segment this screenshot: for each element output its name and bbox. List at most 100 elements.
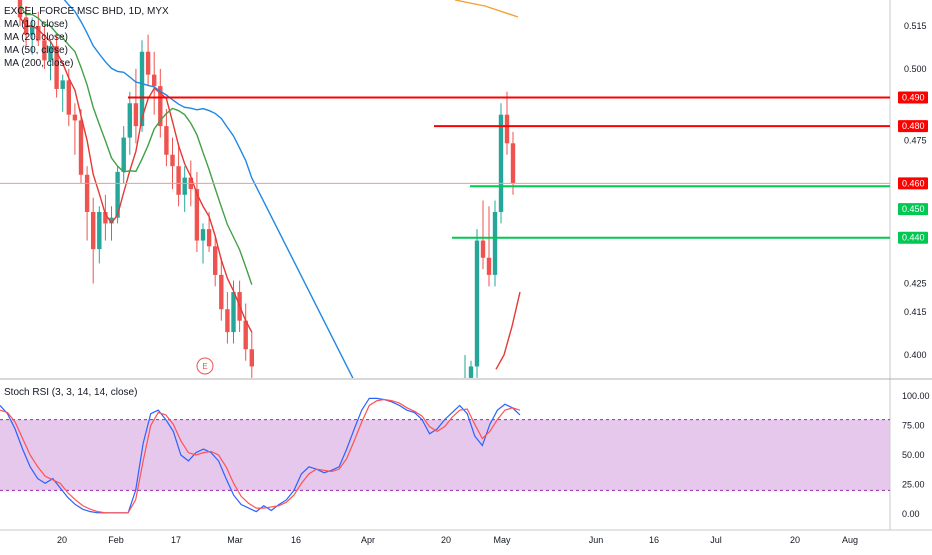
rsi-tick-label: 0.00 bbox=[902, 509, 920, 519]
rsi-tick-label: 100.00 bbox=[902, 391, 930, 401]
price-legend: EXCEL FORCE MSC BHD, 1D, MYX MA (10, clo… bbox=[4, 5, 169, 70]
price-tick-label: 0.475 bbox=[904, 135, 927, 145]
candle-body bbox=[97, 211, 102, 250]
candle-body bbox=[194, 189, 200, 241]
candle-body bbox=[72, 114, 78, 121]
time-tick-label: 20 bbox=[441, 535, 451, 545]
earnings-marker-label: E bbox=[202, 362, 207, 371]
price-tick-label: 0.515 bbox=[904, 21, 927, 31]
candle-body bbox=[152, 74, 157, 87]
rsi-pane bbox=[0, 397, 521, 514]
candle-body bbox=[84, 174, 90, 212]
price-tag bbox=[898, 120, 928, 133]
time-tick-label: Mar bbox=[227, 535, 243, 545]
candle-body bbox=[60, 80, 65, 89]
candle-body bbox=[213, 246, 218, 275]
candle-body bbox=[17, 0, 23, 18]
price-tag-label: 0.440 bbox=[902, 233, 925, 243]
legend-ma200[interactable]: MA (200, close) bbox=[4, 58, 74, 69]
price-tick-label: 0.400 bbox=[904, 350, 927, 360]
candle-body bbox=[498, 114, 504, 212]
candle-body bbox=[78, 120, 84, 175]
candle-body bbox=[170, 154, 175, 167]
candle-body bbox=[121, 137, 126, 172]
candle-body bbox=[200, 229, 206, 241]
candle-body bbox=[115, 171, 120, 218]
candle-body bbox=[492, 211, 498, 275]
time-tick-label: May bbox=[493, 535, 511, 545]
time-tick-label: 16 bbox=[649, 535, 659, 545]
price-tick-label: 0.415 bbox=[904, 307, 927, 317]
time-tick-label: 20 bbox=[57, 535, 67, 545]
time-tick-label: Jul bbox=[710, 535, 722, 545]
candle-body bbox=[36, 26, 41, 41]
earnings-marker-icon bbox=[196, 357, 214, 375]
candle-body bbox=[133, 103, 139, 127]
price-tag bbox=[898, 177, 928, 190]
time-tick-label: Feb bbox=[108, 535, 124, 545]
price-tick-label: 0.425 bbox=[904, 278, 927, 288]
legend-ma50[interactable]: MA (50, close) bbox=[4, 45, 68, 56]
price-tag-label: 0.450 bbox=[902, 204, 925, 214]
candle-body bbox=[486, 257, 492, 275]
candle-body bbox=[468, 366, 474, 378]
candle-body bbox=[462, 377, 468, 378]
candle-body bbox=[158, 86, 163, 127]
rsi-band bbox=[0, 419, 890, 491]
rsi-legend: Stoch RSI (3, 3, 14, 14, close) bbox=[4, 386, 137, 399]
candle-body bbox=[109, 217, 114, 224]
symbol-title: EXCEL FORCE MSC BHD, 1D, MYX bbox=[4, 6, 169, 17]
rsi-series-d bbox=[0, 398, 521, 514]
rsi-tick-label: 50.00 bbox=[902, 450, 925, 460]
time-tick-label: 20 bbox=[790, 535, 800, 545]
price-tag-label: 0.480 bbox=[902, 121, 925, 131]
ma50-line bbox=[63, 0, 354, 378]
time-tick-label: 17 bbox=[171, 535, 181, 545]
candle-body bbox=[48, 46, 53, 61]
candle-body bbox=[127, 103, 132, 138]
rsi-tick-label: 25.00 bbox=[902, 480, 925, 490]
candle-body bbox=[164, 126, 169, 155]
time-tick-label: 16 bbox=[291, 535, 301, 545]
price-tag-label: 0.490 bbox=[902, 93, 925, 103]
candle-body bbox=[249, 349, 254, 367]
candle-body bbox=[510, 143, 516, 184]
candle-body bbox=[66, 80, 71, 115]
candle-body bbox=[225, 309, 230, 333]
legend-ma20[interactable]: MA (20, close) bbox=[4, 32, 68, 43]
time-tick-label: Jun bbox=[589, 535, 604, 545]
candle-body bbox=[139, 51, 145, 127]
time-tick-label: Apr bbox=[361, 535, 375, 545]
price-tag bbox=[898, 203, 928, 216]
ma10-line bbox=[19, 17, 253, 333]
price-pane: E bbox=[0, 0, 890, 378]
candle-body bbox=[54, 46, 59, 89]
candle-body bbox=[231, 292, 236, 333]
candle-body bbox=[91, 211, 96, 250]
price-tag bbox=[898, 91, 928, 104]
legend-ma10[interactable]: MA (10, close) bbox=[4, 19, 68, 30]
time-tick-label: Aug bbox=[842, 535, 858, 545]
rsi-tick-label: 75.00 bbox=[902, 421, 925, 431]
ma20-line bbox=[19, 5, 253, 285]
price-tick-label: 0.500 bbox=[904, 64, 927, 74]
candle-body bbox=[474, 240, 480, 367]
candle-body bbox=[30, 26, 35, 35]
candle-body bbox=[243, 320, 248, 350]
candle-body bbox=[219, 274, 224, 310]
candle-body bbox=[103, 211, 108, 224]
candle-body bbox=[504, 114, 510, 144]
candle-body bbox=[176, 166, 181, 195]
candle-body bbox=[182, 177, 187, 195]
price-tag bbox=[898, 231, 928, 244]
rsi-title[interactable]: Stoch RSI (3, 3, 14, 14, close) bbox=[4, 387, 138, 398]
candle-body bbox=[145, 51, 151, 75]
candle-body bbox=[206, 229, 212, 247]
ma200-line bbox=[454, 0, 519, 18]
price-tag-label: 0.460 bbox=[902, 178, 925, 188]
ma10-late-line bbox=[495, 291, 521, 370]
candle-body bbox=[480, 240, 486, 258]
candle-body bbox=[42, 40, 47, 61]
